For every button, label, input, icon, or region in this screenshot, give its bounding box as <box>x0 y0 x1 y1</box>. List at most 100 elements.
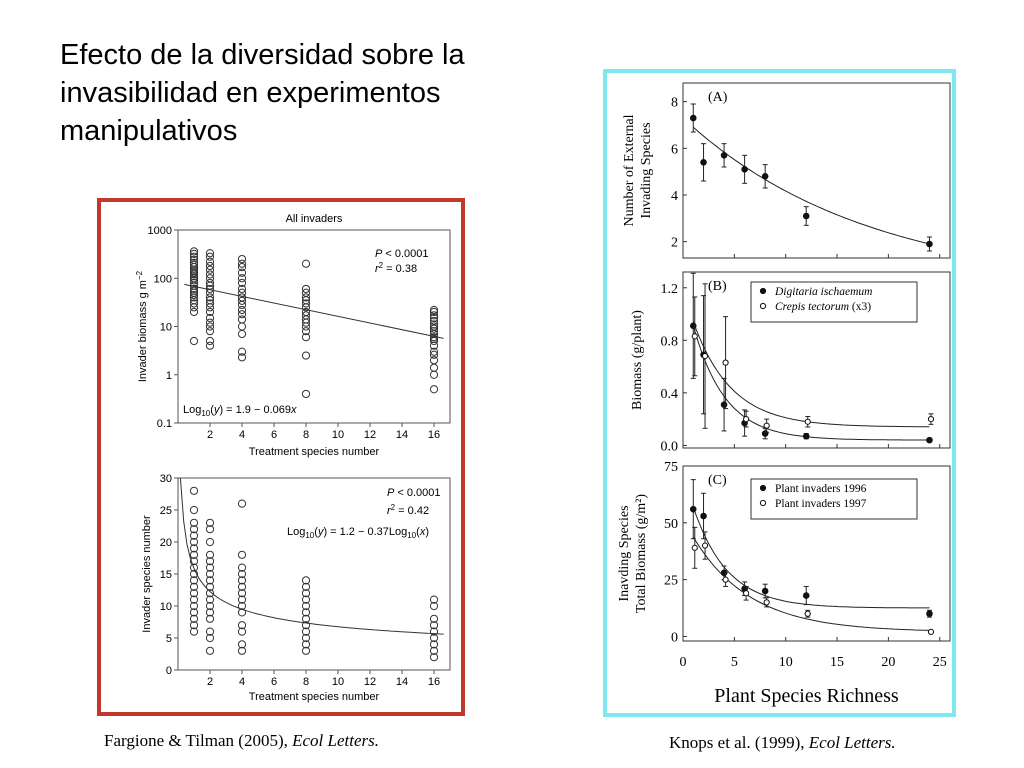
fb-point <box>301 351 311 360</box>
ka-point <box>700 159 707 166</box>
fb-ylabel-text: Invader biomass g m <box>137 280 149 382</box>
fs-point <box>205 582 215 591</box>
fs-point <box>301 646 311 655</box>
fb-point <box>205 341 215 350</box>
kc-point <box>722 576 729 583</box>
fb-point <box>237 259 247 268</box>
fb-point <box>205 257 215 266</box>
fs-point <box>189 582 199 591</box>
kc-ytick-label: 50 <box>664 517 678 532</box>
fb-eq-open: ( <box>210 404 214 416</box>
fs-xlabel: Treatment species number <box>249 691 380 703</box>
caption-fargione-journal: Ecol Letters. <box>292 731 380 750</box>
ka-panel-label: (A) <box>708 90 728 105</box>
kc-point <box>701 542 709 549</box>
fs-point <box>205 569 215 579</box>
fs-eq-rhs: ) = 1.2 − 0.37Log <box>323 526 407 538</box>
fs-point <box>301 633 311 643</box>
caption-fargione: Fargione & Tilman (2005), Ecol Letters. <box>104 731 379 751</box>
fb-stat-p-text: < 0.0001 <box>382 248 428 260</box>
fb-stat-r-var: r <box>375 263 380 275</box>
fb-point <box>205 293 215 302</box>
fs-point <box>205 550 215 559</box>
fs-eq-y: y <box>317 526 325 538</box>
kc-point <box>804 610 811 617</box>
kb-legend-label: Digitaria ischaemum <box>774 286 872 298</box>
fb-point <box>205 252 215 261</box>
fb-point <box>205 313 215 323</box>
kb-ytick-label: 0.8 <box>661 334 679 349</box>
kc-point <box>691 544 698 551</box>
fb-point <box>429 316 439 326</box>
fs-point <box>189 505 199 515</box>
fb-point <box>301 311 311 320</box>
fs-point <box>189 531 199 540</box>
fb-point <box>205 307 215 317</box>
fb-point <box>189 255 199 265</box>
fb-stat-r-exp: 2 <box>379 261 384 270</box>
fs-eq-open: ( <box>314 526 318 538</box>
kc-legend-label: Plant invaders 1997 <box>775 498 867 510</box>
fs-point <box>301 614 311 623</box>
fb-point <box>301 288 311 297</box>
kc-legend-name: Plant invaders 1996 <box>775 483 867 495</box>
fb-point <box>189 290 199 300</box>
caption-knops: Knops et al. (1999), Ecol Letters. <box>669 733 896 753</box>
kc-xtick-label: 25 <box>933 655 947 670</box>
fs-point <box>429 640 439 649</box>
kc-point <box>927 628 935 636</box>
kc-legend-marker <box>759 499 767 507</box>
fb-point <box>189 336 199 346</box>
fs-point <box>301 601 311 611</box>
fs-ytick-label: 30 <box>160 473 172 485</box>
fb-eq-log: Log <box>183 404 201 416</box>
fs-point <box>189 595 199 604</box>
fb-point <box>301 333 311 342</box>
fs-point <box>301 589 311 598</box>
fs-point <box>237 563 247 572</box>
fs-point <box>189 537 199 547</box>
fs-eq-log: Log <box>287 526 305 538</box>
fs-point <box>189 589 199 598</box>
kb-legend-suffix: (x3) <box>849 301 871 313</box>
kb-ytick-label: 0.0 <box>661 439 679 454</box>
fs-xtick-label: 10 <box>332 676 344 688</box>
fs-xtick-label: 8 <box>303 676 309 688</box>
fs-point <box>189 576 199 585</box>
knops-figure-frame <box>603 69 956 717</box>
fs-stat-p-var: P <box>387 487 395 499</box>
fb-point <box>429 350 439 359</box>
fb-point <box>237 305 247 315</box>
caption-fargione-authors: Fargione & Tilman (2005), <box>104 731 293 750</box>
kb-ytick-label: 0.4 <box>661 387 679 402</box>
title-line-3: manipulativos <box>60 115 238 147</box>
fs-point <box>301 621 311 630</box>
fs-point <box>301 627 311 636</box>
kb-point <box>743 416 750 423</box>
fb-point <box>301 307 311 317</box>
fb-point <box>189 299 199 308</box>
fb-ytick-label: 0.1 <box>157 418 172 430</box>
fb-xtick-label: 8 <box>303 429 309 441</box>
fs-point <box>237 499 247 508</box>
kc-fit-curve <box>692 536 930 631</box>
slide-title: Efecto de la diversidad sobre la invasib… <box>60 36 580 150</box>
fs-xtick-label: 6 <box>271 676 277 688</box>
kc-ylabel-line: Total Biomass (g/m²) <box>634 494 649 613</box>
fb-point <box>429 370 439 379</box>
fs-point <box>301 576 311 585</box>
kb-point <box>802 432 810 440</box>
fs-eq-x: x <box>419 526 426 538</box>
ka-point <box>689 114 697 122</box>
fs-xtick-label: 14 <box>396 676 408 688</box>
fs-ytick-label: 15 <box>160 569 172 581</box>
fs-eq-open2: ( <box>416 526 420 538</box>
kb-fit-curve <box>692 321 930 428</box>
fs-ytick-label: 0 <box>166 665 172 677</box>
kc-point <box>763 599 770 606</box>
fb-point <box>189 284 199 294</box>
fb-point <box>237 284 247 294</box>
kc-point <box>802 592 810 599</box>
ka-ylabel-line: Invading Species <box>639 122 654 218</box>
fs-eq-sub: 10 <box>305 531 314 540</box>
